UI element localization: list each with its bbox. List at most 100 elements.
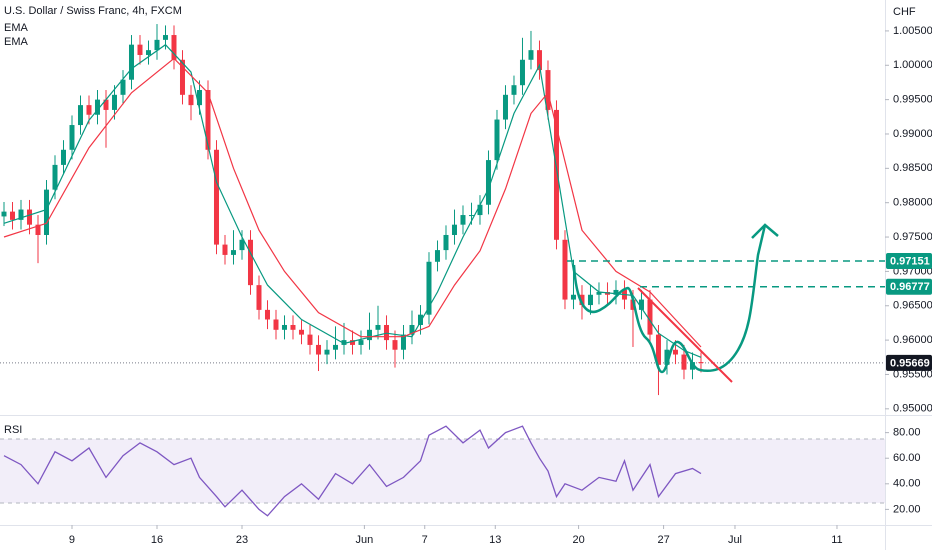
y-tick-label: 0.99500 — [893, 94, 932, 106]
candle-body — [638, 299, 644, 310]
candle-body — [698, 362, 704, 364]
candle-body — [511, 85, 517, 95]
level-box — [886, 278, 932, 295]
rsi-tick-label: 20.00 — [893, 503, 921, 515]
candle-body — [188, 94, 194, 106]
x-tick-label: 27 — [657, 534, 669, 546]
candle-body — [485, 160, 491, 205]
candle-body — [400, 334, 406, 350]
candle-body — [426, 261, 432, 315]
candle-body — [162, 35, 168, 40]
drawn-projection — [572, 224, 767, 374]
candle-body — [536, 50, 542, 71]
candle-body — [324, 349, 330, 355]
candle-body — [375, 324, 381, 330]
y-tick-label: 0.97500 — [893, 231, 932, 243]
x-tick-label: 9 — [69, 534, 75, 546]
candle-body — [1, 211, 7, 217]
candle-body — [502, 94, 508, 120]
candle-body — [596, 292, 602, 295]
y-tick-label: 0.98000 — [893, 197, 932, 209]
candle-body — [477, 204, 483, 216]
candle-body — [43, 189, 49, 235]
ema-line — [3, 57, 702, 348]
rsi-tick-label: 80.00 — [893, 427, 921, 439]
y-tick-label: 0.95500 — [893, 368, 932, 380]
candle-body — [553, 109, 559, 240]
candle-body — [366, 329, 372, 341]
candle-body — [205, 90, 211, 150]
y-tick-label: 1.00500 — [893, 25, 932, 37]
candle-body — [18, 209, 24, 220]
candle-body — [273, 319, 279, 330]
candle-body — [171, 35, 177, 60]
candle-body — [460, 215, 466, 225]
candle-body — [681, 354, 687, 370]
candle-body — [264, 309, 270, 320]
rsi-tick-label: 40.00 — [893, 478, 921, 490]
candle-body — [69, 125, 75, 150]
candle-body — [103, 99, 109, 110]
rsi-tick-label: 60.00 — [893, 452, 921, 464]
rsi-label: RSI — [4, 424, 22, 436]
candle-body — [494, 119, 500, 161]
x-tick-label: Jul — [728, 534, 742, 546]
x-tick-label: 11 — [831, 534, 842, 546]
candle-body — [613, 289, 619, 295]
last-price-box — [886, 354, 932, 371]
x-tick-label: 20 — [572, 534, 584, 546]
rsi-line — [3, 425, 702, 517]
y-tick-label: 0.98500 — [893, 162, 932, 174]
x-tick-label: Jun — [356, 534, 374, 546]
candle-body — [689, 362, 695, 370]
candle-body — [290, 324, 296, 330]
candle-body — [35, 224, 41, 235]
x-tick-label: 23 — [236, 534, 248, 546]
candle-body — [230, 250, 236, 255]
candle-body — [111, 94, 117, 110]
candle-body — [179, 59, 185, 95]
candle-body — [77, 105, 83, 126]
candle-body — [383, 324, 389, 341]
level-label: 0.96777 — [890, 281, 930, 293]
x-tick-label: 16 — [151, 534, 163, 546]
plot — [0, 24, 885, 517]
candle-body — [579, 294, 585, 306]
candle-body — [332, 344, 338, 350]
candle-body — [137, 44, 143, 55]
candle-body — [392, 340, 398, 350]
candle-body — [443, 234, 449, 251]
candle-body — [417, 314, 423, 325]
candle-body — [298, 329, 304, 335]
chart-title: U.S. Dollar / Swiss Franc, 4h, FXCM — [4, 5, 182, 17]
arrow-head — [751, 223, 779, 239]
candle-body — [120, 79, 126, 95]
candle-body — [247, 239, 253, 286]
candle-body — [562, 239, 568, 300]
candle-body — [409, 324, 415, 335]
candle-body — [315, 344, 321, 355]
candle-body — [519, 59, 525, 86]
x-tick-label: 7 — [422, 534, 428, 546]
candle-body — [145, 50, 151, 55]
candle-body — [196, 90, 202, 106]
candle-body — [434, 250, 440, 262]
candle-body — [528, 50, 534, 60]
candle-body — [358, 340, 364, 345]
legend-entry: EMA — [4, 36, 29, 48]
candle-body — [9, 211, 15, 220]
last-price-label: 0.95669 — [890, 357, 930, 369]
candle-body — [60, 149, 66, 165]
candle-body — [587, 294, 593, 306]
candle-body — [213, 149, 219, 245]
rsi-band — [0, 439, 885, 503]
level-label: 0.97151 — [890, 255, 930, 267]
candle-body — [26, 209, 32, 225]
candle-body — [664, 349, 670, 365]
candle-body — [655, 334, 661, 365]
x-tick-label: 13 — [489, 534, 501, 546]
y-tick-label: 0.96000 — [893, 334, 932, 346]
candle-body — [154, 39, 160, 51]
candle-body — [128, 44, 134, 80]
